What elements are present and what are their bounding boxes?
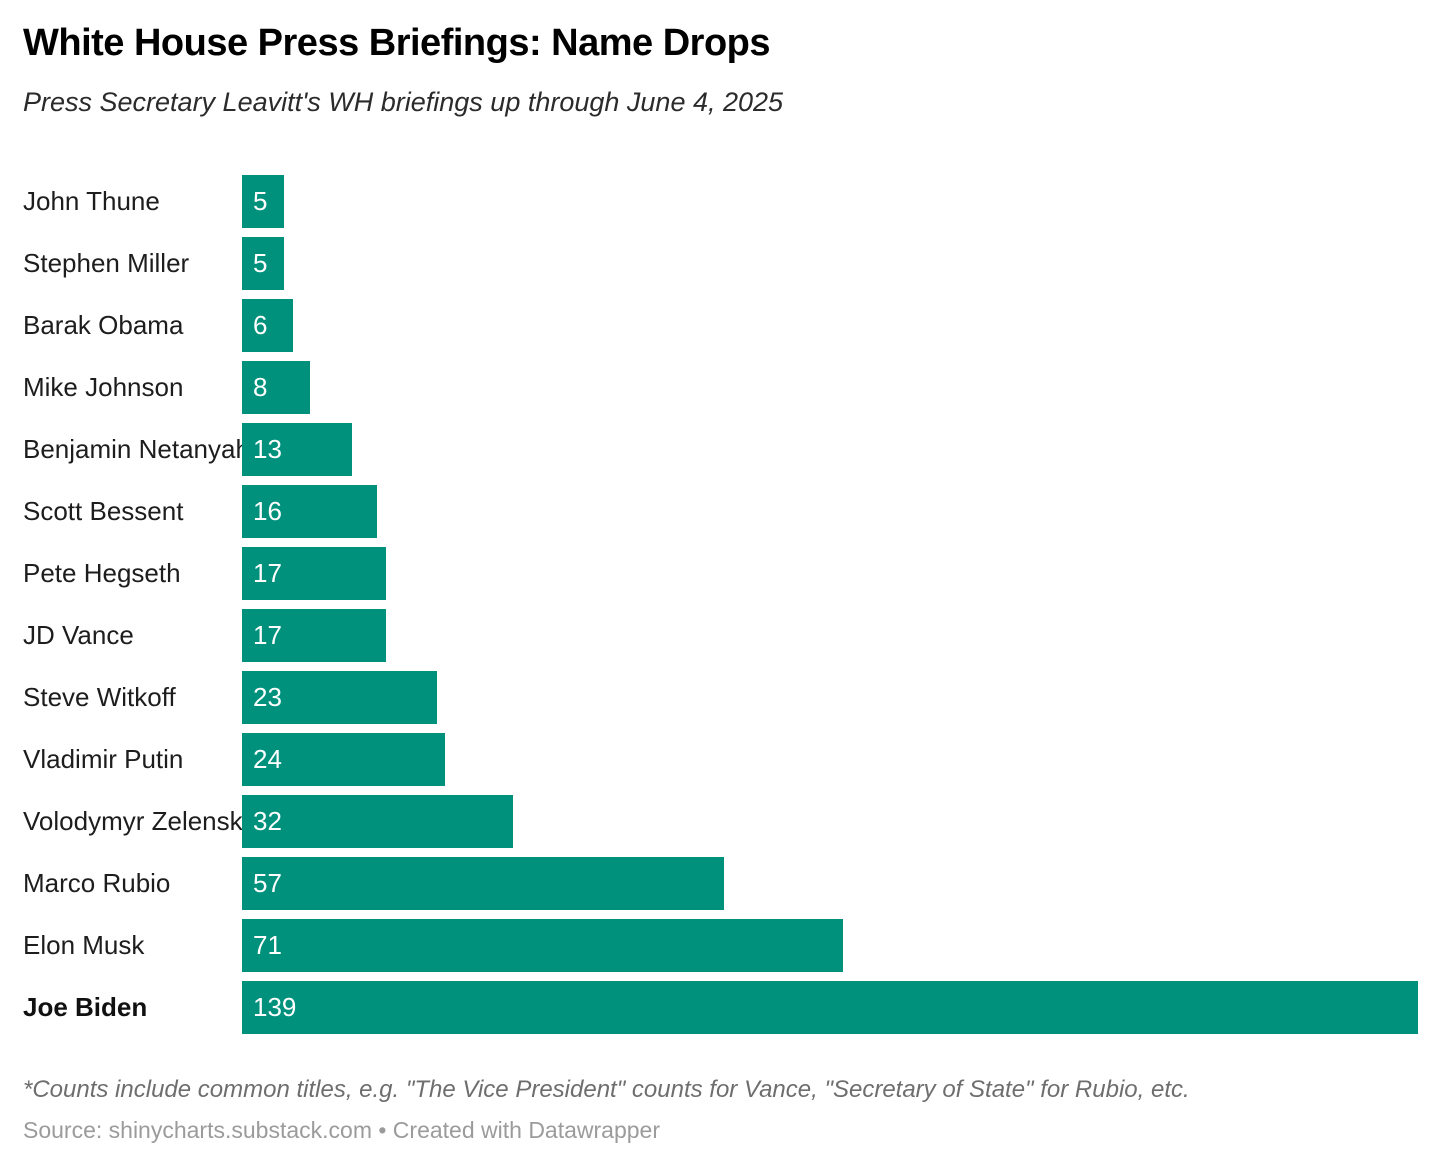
- bar: 8: [242, 361, 310, 415]
- chart-row: Pete Hegseth 17: [0, 547, 1440, 601]
- bar-track: 6: [242, 299, 1418, 353]
- footnote: *Counts include common titles, e.g. "The…: [23, 1075, 1190, 1103]
- bar-label: Joe Biden: [23, 992, 148, 1023]
- chart-row: Volodymyr Zelenskyy 32: [0, 795, 1440, 849]
- bar-track: 13: [242, 423, 1418, 477]
- bar-track: 16: [242, 485, 1418, 539]
- bar: 13: [242, 423, 352, 477]
- bar-label: Marco Rubio: [23, 868, 171, 899]
- bar-track: 5: [242, 175, 1418, 229]
- chart-row: Barak Obama 6: [0, 299, 1440, 353]
- page-subtitle: Press Secretary Leavitt's WH briefings u…: [23, 86, 784, 117]
- bar-value-label: 8: [253, 372, 268, 403]
- bar: 16: [242, 485, 378, 539]
- chart-row: John Thune 5: [0, 175, 1440, 229]
- chart-footer: *Counts include common titles, e.g. "The…: [23, 1074, 1417, 1144]
- bar-chart: John Thune 5 Stephen Miller 5 Barak Obama 6 Mi…: [0, 175, 1440, 1035]
- bar: 6: [242, 299, 293, 353]
- bar-label: Stephen Miller: [23, 248, 190, 279]
- bar-track: 23: [242, 671, 1418, 725]
- bar-track: 32: [242, 795, 1418, 849]
- bar-track: 24: [242, 733, 1418, 787]
- bar: 57: [242, 857, 725, 911]
- bar-value-label: 17: [253, 620, 282, 651]
- bar-value-label: 139: [253, 992, 297, 1023]
- bar-value-label: 17: [253, 558, 282, 589]
- bar-label: Scott Bessent: [23, 496, 184, 527]
- bar-value-label: 71: [253, 930, 282, 961]
- bar: 17: [242, 609, 386, 663]
- bar: 17: [242, 547, 386, 601]
- bar-label: Vladimir Putin: [23, 744, 184, 775]
- bar-label: Mike Johnson: [23, 372, 184, 403]
- chart-row: Elon Musk 71: [0, 919, 1440, 973]
- bar: 32: [242, 795, 513, 849]
- bar-track: 139: [242, 981, 1418, 1035]
- chart-row: Joe Biden 139: [0, 981, 1440, 1035]
- chart-row: Steve Witkoff 23: [0, 671, 1440, 725]
- bar-label: JD Vance: [23, 620, 134, 651]
- bar-value-label: 13: [253, 434, 282, 465]
- bar: 24: [242, 733, 446, 787]
- chart-row: Vladimir Putin 24: [0, 733, 1440, 787]
- chart-row: Benjamin Netanyahu 13: [0, 423, 1440, 477]
- bar-value-label: 32: [253, 806, 282, 837]
- bar-label: Benjamin Netanyahu: [23, 434, 265, 465]
- bar: 5: [242, 237, 285, 291]
- bar-label: Barak Obama: [23, 310, 184, 341]
- bar-track: 17: [242, 547, 1418, 601]
- bar-track: 8: [242, 361, 1418, 415]
- bar: 23: [242, 671, 437, 725]
- bar-value-label: 5: [253, 186, 268, 217]
- chart-header: White House Press Briefings: Name Drops …: [0, 0, 1440, 118]
- chart-row: Stephen Miller 5: [0, 237, 1440, 291]
- bar-value-label: 24: [253, 744, 282, 775]
- bar-label: John Thune: [23, 186, 160, 217]
- bar-track: 57: [242, 857, 1418, 911]
- page-title: White House Press Briefings: Name Drops: [23, 22, 771, 64]
- bar-value-label: 57: [253, 868, 282, 899]
- bar-value-label: 23: [253, 682, 282, 713]
- source-line: Source: shinycharts.substack.com • Creat…: [23, 1117, 660, 1143]
- bar-value-label: 16: [253, 496, 282, 527]
- chart-row: Scott Bessent 16: [0, 485, 1440, 539]
- bar-label: Volodymyr Zelenskyy: [23, 806, 269, 837]
- chart-row: JD Vance 17: [0, 609, 1440, 663]
- chart-row: Mike Johnson 8: [0, 361, 1440, 415]
- bar-label: Steve Witkoff: [23, 682, 176, 713]
- bar-value-label: 5: [253, 248, 268, 279]
- bar: 71: [242, 919, 843, 973]
- bar-track: 17: [242, 609, 1418, 663]
- bar-track: 5: [242, 237, 1418, 291]
- chart-row: Marco Rubio 57: [0, 857, 1440, 911]
- bar-track: 71: [242, 919, 1418, 973]
- bar: 5: [242, 175, 285, 229]
- bar: 139: [242, 981, 1418, 1035]
- bar-value-label: 6: [253, 310, 268, 341]
- bar-label: Pete Hegseth: [23, 558, 181, 589]
- bar-label: Elon Musk: [23, 930, 145, 961]
